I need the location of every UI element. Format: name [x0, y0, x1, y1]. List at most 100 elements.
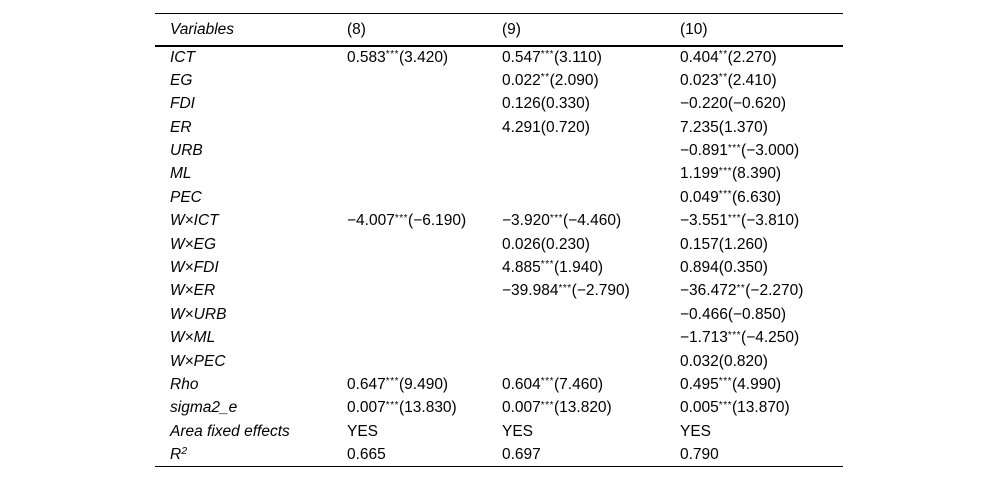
- significance-stars: **: [736, 282, 746, 294]
- variable-label: W×EG: [170, 235, 217, 253]
- significance-stars: **: [718, 49, 728, 61]
- value-cell: [502, 350, 680, 373]
- variable-label: sigma2_e: [170, 399, 238, 417]
- value-cell: [347, 233, 502, 256]
- value-cell: −1.713***(−4.250): [680, 329, 800, 347]
- value-cell: [347, 326, 502, 349]
- significance-stars: ***: [394, 212, 409, 224]
- variable-label: EG: [170, 71, 193, 89]
- value-cell: −0.220(−0.620): [680, 95, 787, 113]
- variable-label: W×ML: [170, 329, 216, 347]
- table-row: W×EG 0.026(0.230) 0.157(1.260): [155, 233, 843, 256]
- value-cell: 0.647***(9.490): [347, 375, 449, 393]
- table-row: W×PEC 0.032(0.820): [155, 350, 843, 373]
- value-cell: 0.005***(13.870): [680, 399, 790, 417]
- table-row: ICT 0.583***(3.420) 0.547***(3.110) 0.404**…: [155, 46, 843, 69]
- variable-label: ER: [170, 118, 192, 136]
- value-cell: −0.466(−0.850): [680, 305, 787, 323]
- value-cell: YES: [347, 422, 379, 440]
- value-cell: 0.007***(13.830): [347, 399, 457, 417]
- value-cell: 0.007***(13.820): [502, 399, 612, 417]
- value-cell: [347, 69, 502, 92]
- significance-stars: ***: [727, 142, 742, 154]
- value-cell: [502, 186, 680, 209]
- variable-label: ICT: [170, 48, 195, 66]
- variable-label: URB: [170, 142, 203, 159]
- value-cell: [347, 303, 502, 326]
- variable-label: R2: [170, 444, 188, 463]
- header-row: Variables (8) (9) (10): [155, 13, 843, 47]
- header-col-10: (10): [680, 13, 843, 47]
- value-cell: −0.891***(−3.000): [680, 142, 800, 159]
- value-cell: 0.032(0.820): [680, 352, 768, 370]
- value-cell: 0.049***(6.630): [680, 188, 782, 206]
- table-row: PEC 0.049***(6.630): [155, 186, 843, 209]
- table-row: W×FDI 4.885***(1.940) 0.894(0.350): [155, 256, 843, 279]
- table-row: R2 0.665 0.697 0.790: [155, 443, 843, 466]
- table-row: W×ML −1.713***(−4.250): [155, 326, 843, 349]
- table-body: ICT 0.583***(3.420) 0.547***(3.110) 0.404**…: [155, 46, 843, 467]
- value-cell: 0.495***(4.990): [680, 375, 782, 393]
- value-cell: −3.551***(−3.810): [680, 212, 800, 230]
- variable-label: PEC: [170, 188, 202, 206]
- value-cell: −3.920***(−4.460): [502, 212, 622, 230]
- value-cell: YES: [680, 422, 712, 440]
- header-col-8: (8): [347, 13, 502, 47]
- significance-stars: ***: [727, 212, 742, 224]
- value-cell: [347, 279, 502, 302]
- table-row: ER 4.291(0.720) 7.235(1.370): [155, 116, 843, 139]
- value-cell: [347, 92, 502, 115]
- value-cell: 0.157(1.260): [680, 235, 768, 253]
- table-row: W×URB −0.466(−0.850): [155, 303, 843, 326]
- value-cell: [347, 186, 502, 209]
- value-cell: 0.583***(3.420): [347, 48, 449, 66]
- variable-label: FDI: [170, 95, 195, 113]
- value-cell: [347, 139, 502, 162]
- table-row: ML 1.199***(8.390): [155, 162, 843, 185]
- significance-stars: ***: [385, 399, 399, 411]
- table-row: EG 0.022**(2.090) 0.023**(2.410): [155, 69, 843, 92]
- value-cell: [347, 350, 502, 373]
- significance-stars: ***: [385, 376, 399, 388]
- variable-label: W×ER: [170, 282, 216, 300]
- significance-stars: ***: [540, 49, 554, 61]
- significance-stars: **: [540, 72, 550, 84]
- value-cell: 1.199***(8.390): [680, 165, 782, 183]
- significance-stars: **: [718, 72, 728, 84]
- significance-stars: ***: [727, 329, 742, 341]
- variable-label: W×ICT: [170, 212, 219, 230]
- table-row: URB −0.891***(−3.000): [155, 139, 843, 162]
- table-row: sigma2_e 0.007***(13.830) 0.007***(13.820)…: [155, 396, 843, 419]
- variable-label: W×PEC: [170, 352, 226, 370]
- value-cell: 4.885***(1.940): [502, 258, 604, 276]
- value-cell: 0.026(0.230): [502, 235, 590, 253]
- significance-stars: ***: [540, 376, 554, 388]
- value-cell: [502, 139, 680, 162]
- regression-results-table: Variables (8) (9) (10) ICT 0.583***(3.420…: [155, 13, 843, 468]
- value-cell: 0.697: [502, 445, 541, 463]
- table-header: Variables (8) (9) (10): [155, 13, 843, 47]
- variable-label: ML: [170, 165, 192, 183]
- value-cell: [502, 303, 680, 326]
- significance-stars: ***: [718, 189, 732, 201]
- value-cell: 0.023**(2.410): [680, 71, 777, 89]
- value-cell: 4.291(0.720): [502, 118, 590, 136]
- significance-stars: ***: [540, 399, 554, 411]
- value-cell: 0.665: [347, 445, 386, 463]
- variable-label: Rho: [170, 375, 199, 393]
- value-cell: [347, 256, 502, 279]
- value-cell: 0.894(0.350): [680, 258, 768, 276]
- significance-stars: ***: [549, 212, 564, 224]
- table-row: W×ER −39.984***(−2.790) −36.472**(−2.270): [155, 279, 843, 302]
- value-cell: 0.547***(3.110): [502, 48, 602, 66]
- value-cell: [347, 162, 502, 185]
- variable-label: W×URB: [170, 305, 227, 323]
- table-row: Area fixed effects YES YES YES: [155, 420, 843, 443]
- table-row: FDI 0.126(0.330) −0.220(−0.620): [155, 92, 843, 115]
- significance-stars: ***: [540, 259, 554, 271]
- value-cell: 0.404**(2.270): [680, 48, 777, 66]
- value-cell: −36.472**(−2.270): [680, 282, 804, 300]
- table-row: W×ICT −4.007***(−6.190) −3.920***(−4.460) −…: [155, 209, 843, 232]
- table-row: Rho 0.647***(9.490) 0.604***(7.460) 0.495**…: [155, 373, 843, 396]
